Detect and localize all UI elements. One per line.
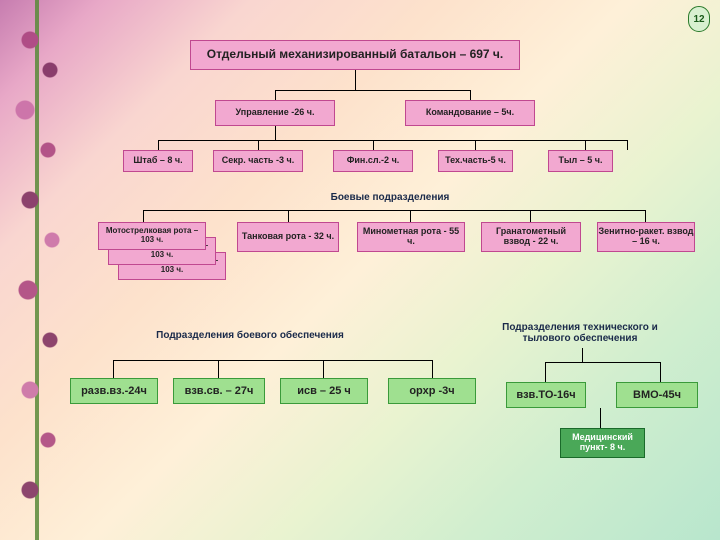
combat-label: Танковая рота - 32 ч. bbox=[242, 232, 334, 242]
mgmt-node-1: Командование – 5ч. bbox=[405, 100, 535, 126]
root-label: Отдельный механизированный батальон – 69… bbox=[207, 48, 503, 61]
staff-node: Секр. часть -3 ч. bbox=[213, 150, 303, 172]
staff-node: Фин.сл.-2 ч. bbox=[333, 150, 413, 172]
staff-label: Штаб – 8 ч. bbox=[133, 156, 182, 166]
support-label: разв.вз.-24ч bbox=[81, 385, 147, 397]
mgmt-label: Управление -26 ч. bbox=[236, 108, 315, 118]
section-support: Подразделения боевого обеспечения bbox=[135, 330, 365, 341]
section-combat: Боевые подразделения bbox=[300, 192, 480, 203]
combat-node: Зенитно-ракет. взвод – 16 ч. bbox=[597, 222, 695, 252]
combat-msr-node: Мотострелковая рота – 103 ч. bbox=[98, 222, 206, 250]
support-node: взв.св. – 27ч bbox=[173, 378, 265, 404]
combat-label: Гранатометный взвод - 22 ч. bbox=[482, 227, 580, 247]
root-node: Отдельный механизированный батальон – 69… bbox=[190, 40, 520, 70]
staff-label: Секр. часть -3 ч. bbox=[222, 156, 294, 166]
combat-label: Зенитно-ракет. взвод – 16 ч. bbox=[598, 227, 694, 247]
med-node: Медицинский пункт- 8 ч. bbox=[560, 428, 645, 458]
support-label: исв – 25 ч bbox=[297, 385, 351, 397]
combat-node: Гранатометный взвод - 22 ч. bbox=[481, 222, 581, 252]
support-node: исв – 25 ч bbox=[280, 378, 368, 404]
decorative-floral-strip bbox=[0, 0, 75, 540]
support-node: разв.вз.-24ч bbox=[70, 378, 158, 404]
staff-node: Штаб – 8 ч. bbox=[123, 150, 193, 172]
logistics-node: ВМО-45ч bbox=[616, 382, 698, 408]
logistics-label: ВМО-45ч bbox=[633, 389, 681, 401]
staff-label: Тыл – 5 ч. bbox=[558, 156, 602, 166]
staff-node: Тех.часть-5 ч. bbox=[438, 150, 513, 172]
logistics-node: взв.ТО-16ч bbox=[506, 382, 586, 408]
mgmt-label: Командование – 5ч. bbox=[426, 108, 514, 118]
med-label: Медицинский пункт- 8 ч. bbox=[561, 433, 644, 453]
logistics-label: взв.ТО-16ч bbox=[516, 389, 575, 401]
support-label: орхр -3ч bbox=[409, 385, 454, 397]
mgmt-node-0: Управление -26 ч. bbox=[215, 100, 335, 126]
staff-node: Тыл – 5 ч. bbox=[548, 150, 613, 172]
page-number: 12 bbox=[688, 6, 710, 32]
staff-label: Фин.сл.-2 ч. bbox=[347, 156, 400, 166]
staff-label: Тех.часть-5 ч. bbox=[445, 156, 506, 166]
support-label: взв.св. – 27ч bbox=[185, 385, 254, 397]
combat-node: Минометная рота - 55 ч. bbox=[357, 222, 465, 252]
support-node: орхр -3ч bbox=[388, 378, 476, 404]
msr-label: Мотострелковая рота – 103 ч. bbox=[99, 227, 205, 245]
combat-label: Минометная рота - 55 ч. bbox=[358, 227, 464, 247]
combat-node: Танковая рота - 32 ч. bbox=[237, 222, 339, 252]
section-logistics: Подразделения технического и тылового об… bbox=[480, 322, 680, 344]
